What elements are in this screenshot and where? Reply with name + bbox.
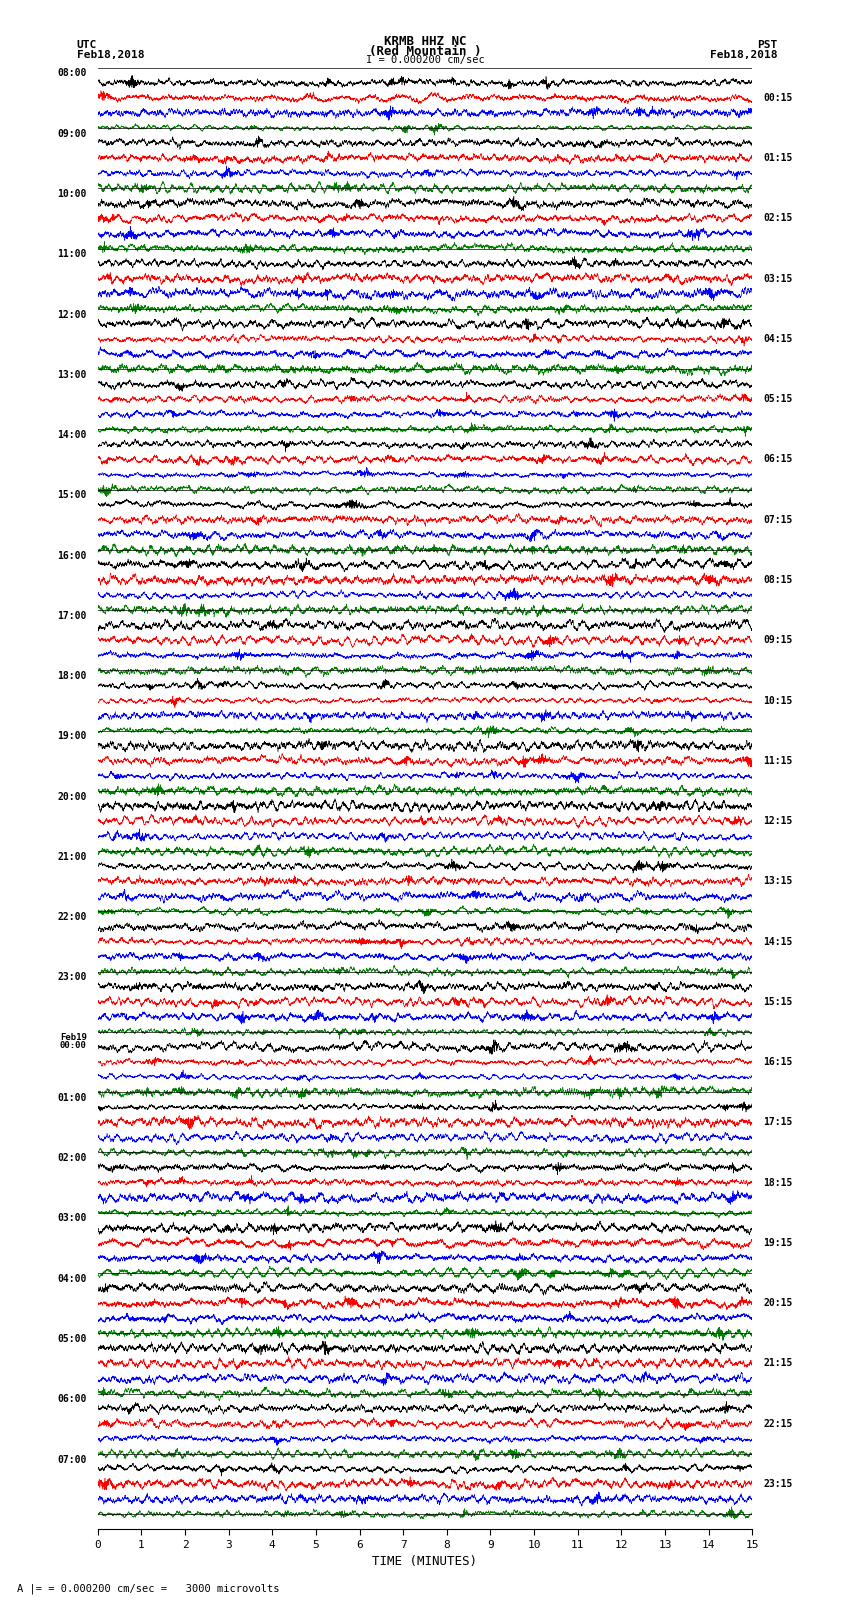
- Text: 10:00: 10:00: [58, 189, 87, 198]
- Text: 03:00: 03:00: [58, 1213, 87, 1224]
- Text: 23:15: 23:15: [763, 1479, 792, 1489]
- Text: 17:00: 17:00: [58, 611, 87, 621]
- Text: 06:15: 06:15: [763, 455, 792, 465]
- Text: 02:15: 02:15: [763, 213, 792, 224]
- Text: 00:00: 00:00: [60, 1040, 87, 1050]
- Text: 05:15: 05:15: [763, 394, 792, 405]
- Text: 08:00: 08:00: [58, 68, 87, 79]
- Text: Feb18,2018: Feb18,2018: [76, 50, 144, 60]
- Text: 18:00: 18:00: [58, 671, 87, 681]
- Text: A |= = 0.000200 cm/sec =   3000 microvolts: A |= = 0.000200 cm/sec = 3000 microvolts: [17, 1582, 280, 1594]
- Text: 19:00: 19:00: [58, 731, 87, 742]
- Text: 21:00: 21:00: [58, 852, 87, 861]
- Text: 23:00: 23:00: [58, 973, 87, 982]
- Text: 13:00: 13:00: [58, 369, 87, 379]
- Text: 06:00: 06:00: [58, 1394, 87, 1405]
- Text: 16:15: 16:15: [763, 1057, 792, 1068]
- Text: 00:15: 00:15: [763, 94, 792, 103]
- Text: 09:00: 09:00: [58, 129, 87, 139]
- Text: 13:15: 13:15: [763, 876, 792, 886]
- Text: I = 0.000200 cm/sec: I = 0.000200 cm/sec: [366, 55, 484, 65]
- Text: 07:00: 07:00: [58, 1455, 87, 1465]
- Text: 10:15: 10:15: [763, 695, 792, 705]
- Text: 15:15: 15:15: [763, 997, 792, 1007]
- Text: 01:00: 01:00: [58, 1094, 87, 1103]
- Text: 21:15: 21:15: [763, 1358, 792, 1368]
- Text: 08:15: 08:15: [763, 574, 792, 586]
- Text: 02:00: 02:00: [58, 1153, 87, 1163]
- Text: 17:15: 17:15: [763, 1118, 792, 1127]
- Text: 14:15: 14:15: [763, 937, 792, 947]
- Text: KRMB HHZ NC: KRMB HHZ NC: [383, 35, 467, 48]
- Text: Feb19: Feb19: [60, 1032, 87, 1042]
- Text: 05:00: 05:00: [58, 1334, 87, 1344]
- Text: UTC: UTC: [76, 40, 97, 50]
- Text: 11:15: 11:15: [763, 756, 792, 766]
- Text: 18:15: 18:15: [763, 1177, 792, 1187]
- Text: 20:00: 20:00: [58, 792, 87, 802]
- Text: 22:00: 22:00: [58, 913, 87, 923]
- Text: 22:15: 22:15: [763, 1419, 792, 1429]
- Text: 07:15: 07:15: [763, 515, 792, 524]
- Text: 11:00: 11:00: [58, 250, 87, 260]
- Text: 12:15: 12:15: [763, 816, 792, 826]
- Text: 15:00: 15:00: [58, 490, 87, 500]
- Text: (Red Mountain ): (Red Mountain ): [369, 45, 481, 58]
- Text: 12:00: 12:00: [58, 310, 87, 319]
- Text: 20:15: 20:15: [763, 1298, 792, 1308]
- Text: 19:15: 19:15: [763, 1237, 792, 1248]
- Text: 04:15: 04:15: [763, 334, 792, 344]
- Text: 16:00: 16:00: [58, 550, 87, 561]
- X-axis label: TIME (MINUTES): TIME (MINUTES): [372, 1555, 478, 1568]
- Text: 14:00: 14:00: [58, 431, 87, 440]
- Text: 04:00: 04:00: [58, 1274, 87, 1284]
- Text: PST: PST: [757, 40, 778, 50]
- Text: 03:15: 03:15: [763, 274, 792, 284]
- Text: 09:15: 09:15: [763, 636, 792, 645]
- Text: Feb18,2018: Feb18,2018: [711, 50, 778, 60]
- Text: 01:15: 01:15: [763, 153, 792, 163]
